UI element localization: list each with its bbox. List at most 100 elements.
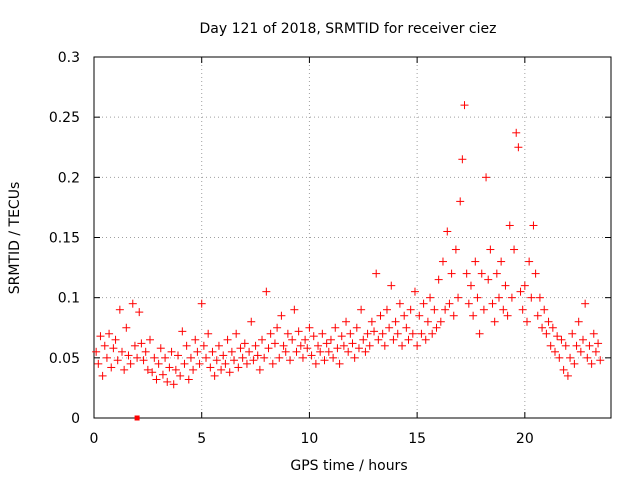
data-point (316, 347, 325, 356)
data-point-square (134, 415, 140, 421)
data-point (428, 329, 437, 338)
data-point (555, 353, 564, 362)
data-point (574, 317, 583, 326)
data-point (505, 221, 514, 230)
data-point (255, 365, 264, 374)
data-point (260, 353, 269, 362)
data-point (152, 375, 161, 384)
data-point (365, 341, 374, 350)
data-point (206, 363, 215, 372)
data-point (225, 368, 234, 377)
data-point (471, 257, 480, 266)
data-point (559, 365, 568, 374)
data-point (277, 311, 286, 320)
data-point (464, 299, 473, 308)
data-point (266, 329, 275, 338)
data-point (288, 335, 297, 344)
data-point (540, 305, 549, 314)
data-point (326, 335, 335, 344)
data-point (460, 101, 469, 110)
data-point (275, 353, 284, 362)
data-point (393, 329, 402, 338)
data-point (535, 293, 544, 302)
data-point (454, 293, 463, 302)
data-point (234, 363, 243, 372)
y-axis-ticks: 0 0.05 0.1 0.15 0.2 0.25 0.3 (49, 50, 611, 427)
data-point (568, 329, 577, 338)
data-point (240, 339, 249, 348)
data-point (176, 371, 185, 380)
data-point (561, 341, 570, 350)
data-point (533, 311, 542, 320)
data-point (374, 335, 383, 344)
data-points (92, 101, 605, 421)
data-point (163, 377, 172, 386)
data-point (516, 287, 525, 296)
data-point (512, 128, 521, 137)
data-point (339, 341, 348, 350)
y-tick-label: 0.15 (49, 231, 80, 247)
data-point (180, 359, 189, 368)
data-point (413, 341, 422, 350)
data-point (583, 353, 592, 362)
data-point (324, 347, 333, 356)
data-point (111, 335, 120, 344)
data-point (591, 347, 600, 356)
y-tick-label: 0.2 (58, 170, 80, 186)
data-point (102, 353, 111, 362)
data-point (298, 353, 307, 362)
data-point (204, 329, 213, 338)
chart-title: Day 121 of 2018, SRMTID for receiver cie… (200, 21, 497, 37)
data-point (115, 305, 124, 314)
data-point (494, 293, 503, 302)
data-point (451, 245, 460, 254)
data-point (290, 305, 299, 314)
data-point (247, 317, 256, 326)
data-point (141, 347, 150, 356)
data-point (281, 347, 290, 356)
data-point (202, 353, 211, 362)
data-point (113, 356, 122, 365)
data-point (522, 317, 531, 326)
data-point (501, 281, 510, 290)
data-point (387, 281, 396, 290)
data-point (251, 341, 260, 350)
data-point (199, 341, 208, 350)
data-point (497, 257, 506, 266)
data-point (395, 299, 404, 308)
data-point (350, 353, 359, 362)
data-point (92, 347, 101, 356)
data-point (242, 359, 251, 368)
data-point (227, 347, 236, 356)
x-axis-label: GPS time / hours (290, 458, 407, 474)
data-point (466, 281, 475, 290)
data-point (499, 305, 508, 314)
data-point (391, 317, 400, 326)
data-point (223, 335, 232, 344)
x-axis-ticks: 0 5 10 15 20 (90, 57, 534, 447)
data-point (105, 329, 114, 338)
data-point (458, 155, 467, 164)
data-point (503, 311, 512, 320)
data-point (469, 311, 478, 320)
data-point (367, 317, 376, 326)
data-point (258, 335, 267, 344)
data-point (389, 335, 398, 344)
data-point (335, 359, 344, 368)
data-point (423, 317, 432, 326)
data-point (548, 323, 557, 332)
data-point (107, 363, 116, 372)
data-point (186, 353, 195, 362)
data-point (279, 341, 288, 350)
data-point (462, 269, 471, 278)
data-point (525, 257, 534, 266)
data-point (236, 344, 245, 353)
data-point (475, 329, 484, 338)
data-point (182, 341, 191, 350)
data-point (137, 339, 146, 348)
data-point (346, 329, 355, 338)
data-point (404, 335, 413, 344)
data-point (587, 359, 596, 368)
data-point (311, 359, 320, 368)
data-point (329, 353, 338, 362)
